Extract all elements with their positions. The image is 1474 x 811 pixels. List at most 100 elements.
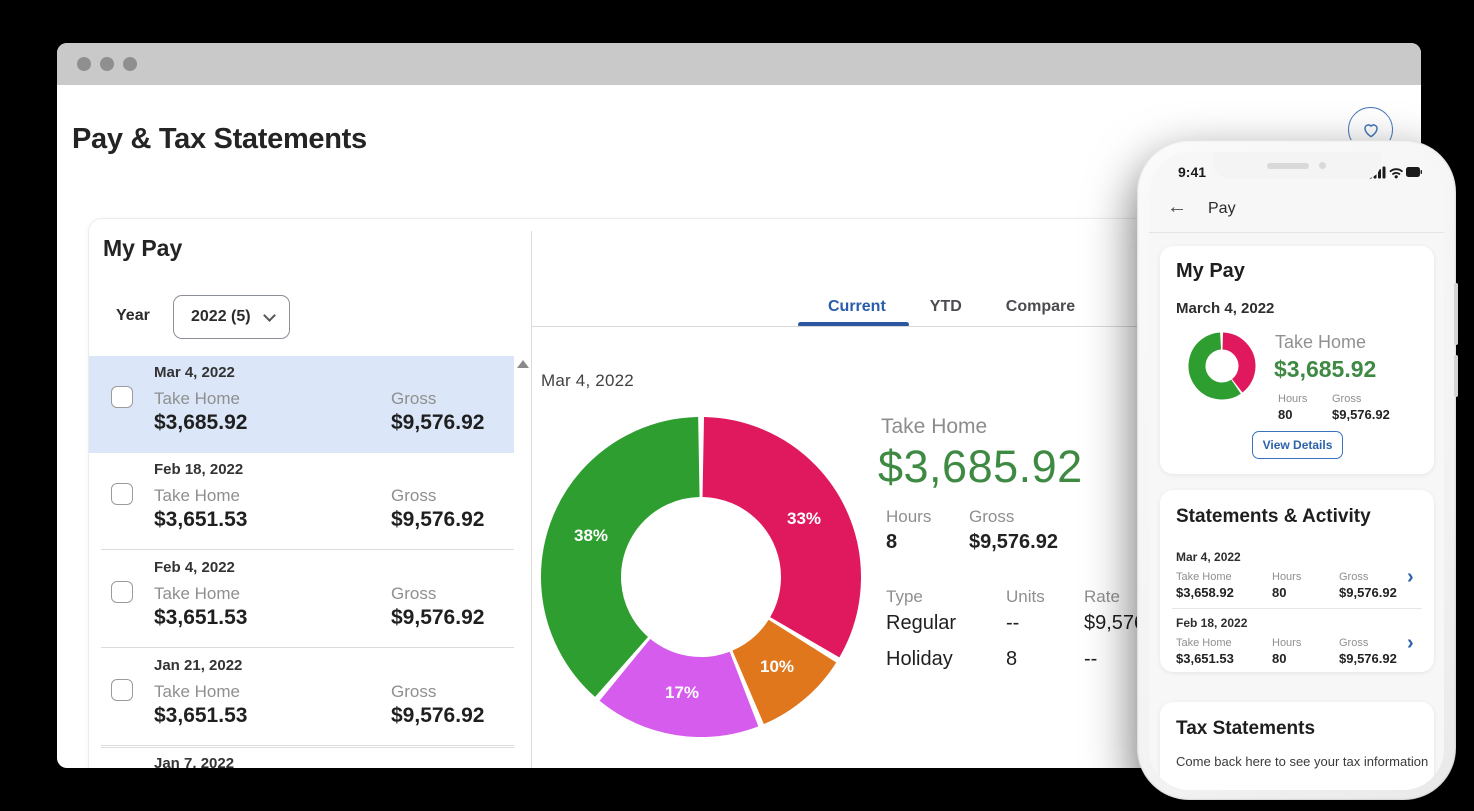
window-control-icon[interactable] bbox=[100, 57, 114, 71]
statement-date: Jan 7, 2022 bbox=[154, 755, 235, 768]
slice-label-10: 10% bbox=[759, 657, 795, 676]
take-home-label: Take Home bbox=[1176, 571, 1232, 583]
nav-divider bbox=[1149, 232, 1444, 233]
gross-label: Gross bbox=[391, 584, 437, 603]
chevron-right-icon[interactable]: › bbox=[1407, 566, 1414, 588]
active-tab-underline bbox=[798, 322, 909, 327]
phone-my-pay-card: My Pay March 4, 2022 Take Home $3,685.92… bbox=[1160, 246, 1434, 474]
window-control-icon[interactable] bbox=[123, 57, 137, 71]
tab-current[interactable]: Current bbox=[828, 298, 886, 315]
statement-checkbox[interactable] bbox=[111, 386, 133, 408]
hours-value: 8 bbox=[886, 531, 898, 553]
gross-label: Gross bbox=[391, 389, 437, 408]
gross-value: $9,576.92 bbox=[391, 508, 485, 531]
slice-label-38: 38% bbox=[573, 526, 609, 545]
tab-ytd[interactable]: YTD bbox=[929, 298, 962, 315]
signal-wifi-battery-icons bbox=[1369, 166, 1422, 179]
gross-value: $9,576.92 bbox=[391, 704, 485, 727]
gross-value: $9,576.92 bbox=[969, 531, 1058, 553]
slice-label-33: 33% bbox=[786, 509, 822, 528]
gross-value: $9,576.92 bbox=[1339, 651, 1397, 666]
pay-breakdown-donut-chart: 33% 10% 17% 38% bbox=[541, 417, 861, 737]
take-home-label: Take Home bbox=[154, 584, 240, 603]
chevron-right-icon[interactable]: › bbox=[1407, 632, 1414, 654]
statement-row[interactable]: Feb 18, 2022 Take Home $3,651.53 Gross $… bbox=[89, 453, 514, 550]
gross-label: Gross bbox=[969, 507, 1015, 526]
window-control-icon[interactable] bbox=[77, 57, 91, 71]
browser-titlebar bbox=[57, 43, 1421, 85]
statement-date: Feb 18, 2022 bbox=[154, 461, 244, 478]
type-cell: Holiday bbox=[886, 648, 953, 670]
year-label: Year bbox=[116, 307, 150, 324]
take-home-amount: $3,685.92 bbox=[878, 441, 1083, 492]
tax-card-body: Come back here to see your tax informati… bbox=[1176, 754, 1429, 769]
gross-label: Gross bbox=[1339, 571, 1369, 583]
hours-label: Hours bbox=[1272, 637, 1302, 649]
slice-green bbox=[541, 417, 861, 737]
statement-row[interactable]: Mar 4, 2022 Take Home $3,685.92 Gross $9… bbox=[89, 356, 514, 453]
page-title: Pay & Tax Statements bbox=[72, 123, 367, 155]
tabs-divider bbox=[531, 326, 1403, 327]
battery-icon bbox=[1406, 167, 1422, 177]
view-details-button[interactable]: View Details bbox=[1252, 431, 1343, 459]
type-cell: Regular bbox=[886, 612, 957, 634]
phone-side-button bbox=[1454, 355, 1458, 397]
hours-label: Hours bbox=[1272, 571, 1302, 583]
take-home-label: Take Home bbox=[1275, 332, 1367, 352]
statement-checkbox[interactable] bbox=[111, 679, 133, 701]
row-divider bbox=[1172, 608, 1422, 609]
gross-value: $9,576.92 bbox=[391, 411, 485, 434]
take-home-value: $3,651.53 bbox=[1176, 651, 1234, 666]
card-date: March 4, 2022 bbox=[1176, 300, 1275, 317]
pay-view-tabs: Current YTD Compare bbox=[828, 298, 1075, 316]
gross-label: Gross bbox=[391, 486, 437, 505]
hours-label: Hours bbox=[886, 507, 932, 526]
statement-date: Feb 4, 2022 bbox=[154, 559, 235, 576]
wifi-icon bbox=[1389, 168, 1403, 179]
take-home-label: Take Home bbox=[881, 415, 988, 438]
take-home-label: Take Home bbox=[154, 682, 240, 701]
panel-title: My Pay bbox=[103, 235, 183, 261]
hours-value: 80 bbox=[1278, 407, 1293, 422]
tab-compare[interactable]: Compare bbox=[1005, 298, 1076, 315]
take-home-value: $3,651.53 bbox=[154, 606, 248, 629]
gross-label: Gross bbox=[391, 682, 437, 701]
take-home-amount: $3,685.92 bbox=[1274, 356, 1377, 382]
take-home-value: $3,658.92 bbox=[1176, 585, 1234, 600]
scroll-up-arrow-icon[interactable] bbox=[517, 360, 529, 368]
phone-nav-title: Pay bbox=[1208, 200, 1236, 217]
phone-side-button bbox=[1454, 283, 1458, 345]
year-dropdown-value: 2022 (5) bbox=[191, 308, 251, 325]
vertical-divider bbox=[531, 231, 532, 768]
statement-checkbox[interactable] bbox=[111, 483, 133, 505]
statement-checkbox[interactable] bbox=[111, 581, 133, 603]
back-arrow-icon[interactable]: ← bbox=[1167, 196, 1187, 218]
take-home-value: $3,651.53 bbox=[154, 704, 248, 727]
statement-row[interactable]: Jan 21, 2022 Take Home $3,651.53 Gross $… bbox=[89, 649, 514, 746]
statement-date: Mar 4, 2022 bbox=[154, 364, 235, 381]
year-dropdown[interactable]: 2022 (5) bbox=[173, 295, 290, 339]
statement-row[interactable]: Feb 4, 2022 Take Home $3,651.53 Gross $9… bbox=[89, 551, 514, 648]
rate-column-header: Rate bbox=[1084, 587, 1120, 606]
card-title: Tax Statements bbox=[1176, 718, 1316, 739]
take-home-label: Take Home bbox=[154, 389, 240, 408]
camera-icon bbox=[1319, 162, 1326, 169]
chevron-down-icon bbox=[262, 308, 276, 322]
take-home-label: Take Home bbox=[154, 486, 240, 505]
take-home-value: $3,651.53 bbox=[154, 508, 248, 531]
card-title: My Pay bbox=[1176, 260, 1245, 282]
phone-tax-card: Tax Statements Come back here to see you… bbox=[1160, 702, 1434, 790]
gross-label: Gross bbox=[1332, 393, 1362, 405]
statement-date: Jan 21, 2022 bbox=[154, 657, 243, 674]
take-home-label: Take Home bbox=[1176, 637, 1232, 649]
donut-svg bbox=[541, 417, 861, 737]
hours-value: 80 bbox=[1272, 651, 1287, 666]
gross-value: $9,576.92 bbox=[1339, 585, 1397, 600]
statement-list: Mar 4, 2022 Take Home $3,685.92 Gross $9… bbox=[89, 356, 514, 768]
rate-cell: -- bbox=[1084, 648, 1098, 670]
status-time: 9:41 bbox=[1178, 164, 1207, 180]
statement-row[interactable]: Jan 7, 2022 bbox=[89, 747, 514, 768]
row-date: Mar 4, 2022 bbox=[1176, 550, 1241, 564]
units-cell: 8 bbox=[1006, 648, 1018, 670]
